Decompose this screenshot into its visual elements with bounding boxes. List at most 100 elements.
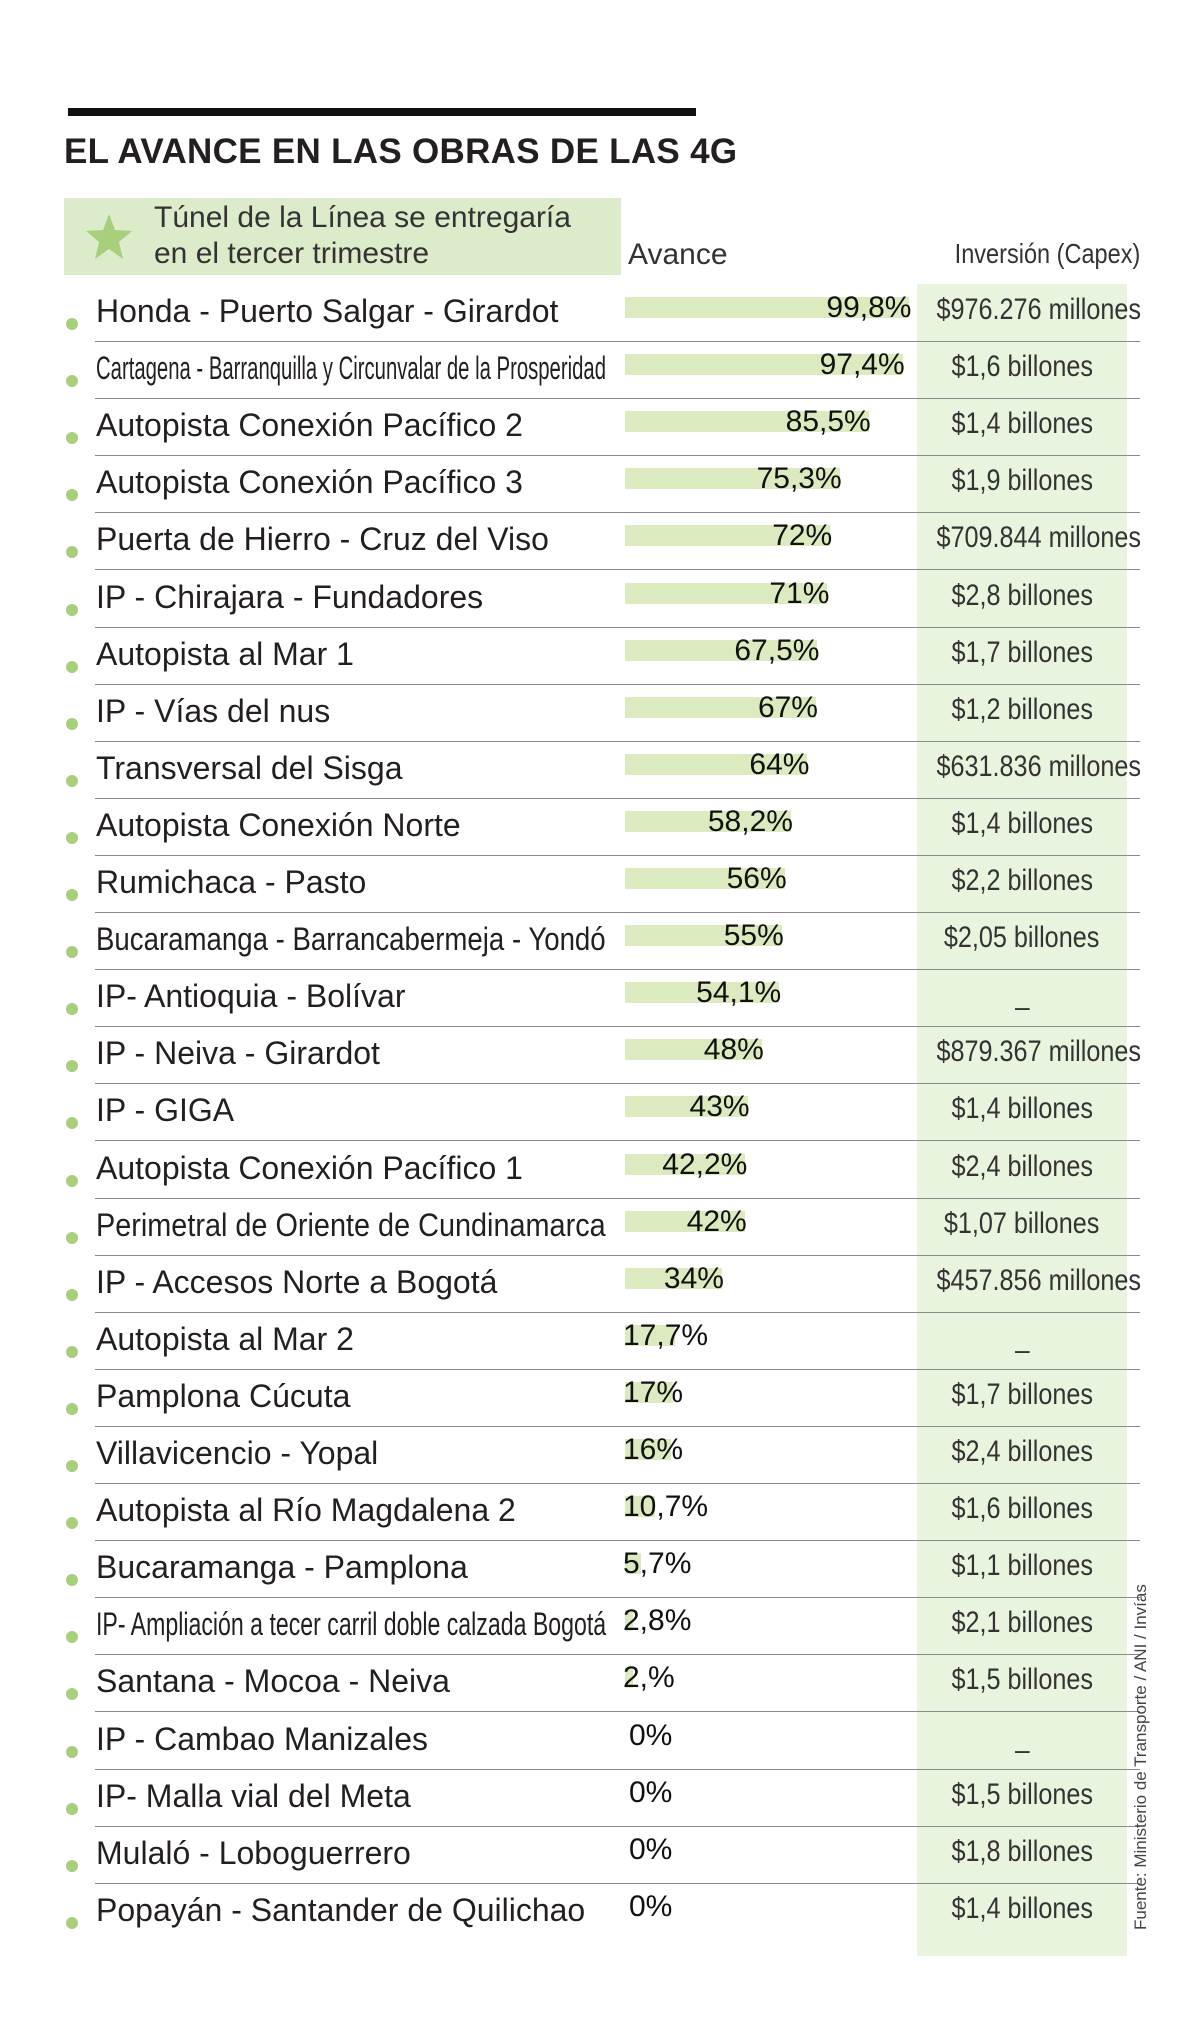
investment-value: $2,4 billones <box>917 1150 1127 1184</box>
bullet-icon <box>66 1802 78 1815</box>
progress-bar <box>625 1496 656 1518</box>
progress-value-label: 0% <box>629 1775 673 1809</box>
progress-value-label: 0% <box>629 1889 673 1923</box>
progress-bar <box>625 1553 642 1575</box>
row-divider <box>95 683 1140 685</box>
project-name: Rumichaca - Pasto <box>96 864 367 900</box>
investment-text: $1,9 billones <box>951 464 1093 498</box>
progress-value-label: 42,2% <box>662 1147 748 1181</box>
row-divider <box>95 1140 1140 1142</box>
project-name: IP - Neiva - Girardot <box>96 1035 380 1072</box>
investment-text: $1,4 billones <box>951 407 1093 441</box>
progress-bar <box>625 1039 762 1061</box>
investment-text: $1,4 billones <box>951 1891 1093 1925</box>
bullet-icon <box>66 1003 78 1016</box>
bullet-icon <box>66 1231 78 1244</box>
progress-value-label: 55% <box>723 919 784 953</box>
row-divider <box>95 1768 1140 1770</box>
investment-value: $1,5 billones <box>917 1663 1127 1697</box>
table-row: Autopista al Río Magdalena 2 10,7% $1,6 bi… <box>0 1484 1200 1542</box>
progress-bar <box>625 982 780 1004</box>
progress-value-label: 85,5% <box>785 405 871 439</box>
progress-value-label: 42% <box>686 1204 747 1238</box>
investment-text: $1,1 billones <box>951 1549 1093 1583</box>
progress-bar <box>625 354 903 376</box>
investment-value: _ <box>917 1721 1127 1755</box>
bullet-icon <box>66 1517 78 1530</box>
title-rule <box>68 108 696 116</box>
row-divider <box>95 1425 1140 1427</box>
row-divider <box>95 1026 1140 1028</box>
progress-bar <box>625 639 818 661</box>
bullet-icon <box>66 1174 78 1187</box>
table-row: IP- Antioquia - Bolívar 54,1% _ <box>0 970 1200 1028</box>
progress-value-label: 17% <box>623 1375 684 1409</box>
investment-value: $709.844 millones <box>917 521 1141 555</box>
progress-bar <box>625 1210 745 1232</box>
bullet-icon <box>66 946 78 959</box>
progress-bar <box>625 1439 671 1460</box>
investment-text: $1,6 billones <box>951 1492 1093 1526</box>
bullet-icon <box>66 1117 78 1130</box>
table-row: Honda - Puerto Salgar - Girardot 99,8% $97… <box>0 285 1200 342</box>
row-divider <box>95 455 1140 457</box>
table-row: Autopista Conexión Norte 58,2% $1,4 billon… <box>0 799 1200 856</box>
investment-value: $1,6 billones <box>917 1492 1127 1526</box>
investment-text: _ <box>1014 1720 1030 1754</box>
progress-value-label: 75,3% <box>756 462 842 496</box>
project-name: Autopista Conexión Norte <box>96 806 461 843</box>
investment-column-header: Inversión (Capex) <box>954 238 1141 269</box>
investment-value: $1,1 billones <box>917 1549 1127 1583</box>
investment-value: $2,2 billones <box>917 864 1127 898</box>
row-divider <box>95 912 1140 913</box>
investment-value: $1,4 billones <box>917 1092 1127 1126</box>
bullet-icon <box>66 489 78 502</box>
investment-text: $2,05 billones <box>944 921 1100 955</box>
project-name: IP - Cambao Manizales <box>96 1720 428 1757</box>
progress-value-label: 54,1% <box>696 976 782 1010</box>
table-row: Puerta de Hierro - Cruz del Viso 72% $709.… <box>0 513 1200 571</box>
progress-bar <box>625 1096 748 1118</box>
row-divider <box>95 1083 1140 1085</box>
project-name: Santana - Mocoa - Neiva <box>96 1663 450 1700</box>
investment-text: $2,2 billones <box>951 864 1093 897</box>
progress-value-label: 17,7% <box>623 1318 709 1352</box>
table-row: IP- Malla vial del Meta 0% $1,5 billones <box>0 1770 1200 1827</box>
table-row: IP - GIGA 43% $1,4 billones <box>0 1084 1200 1142</box>
project-name: IP - Vías del nus <box>96 692 331 729</box>
progress-value-label: 5,7% <box>623 1547 692 1581</box>
investment-text: $1,6 billones <box>951 350 1093 384</box>
investment-value: $879.367 millones <box>917 1035 1141 1069</box>
project-name: Autopista al Mar 1 <box>96 635 354 672</box>
table-row: IP - Neiva - Girardot 48% $879.367 millone… <box>0 1027 1200 1085</box>
progress-bar <box>625 525 831 547</box>
investment-value: $1,4 billones <box>917 1892 1127 1926</box>
investment-value: $1,8 billones <box>917 1835 1127 1869</box>
table-row: Autopista al Mar 2 17,7% _ <box>0 1313 1200 1370</box>
bullet-icon <box>66 1574 78 1587</box>
bullet-icon <box>66 375 78 388</box>
investment-text: $709.844 millones <box>936 521 1142 555</box>
table-row: IP - Cambao Manizales 0% _ <box>0 1713 1200 1770</box>
row-divider <box>95 398 1140 400</box>
investment-value: _ <box>917 1321 1127 1355</box>
table-row: Pamplona Cúcuta 17% $1,7 billones <box>0 1370 1200 1427</box>
bullet-icon <box>66 1345 78 1358</box>
bullet-icon <box>66 1402 78 1415</box>
progress-value-label: 2,% <box>623 1661 675 1695</box>
table-row: Perimetral de Oriente de Cundinamarca 42%… <box>0 1199 1200 1256</box>
project-name: Bucaramanga - Barrancabermeja - Yondó <box>96 921 606 958</box>
investment-text: $1,2 billones <box>951 692 1093 726</box>
row-divider <box>95 569 1140 571</box>
source-credit: Fuente: Ministerio de Transporte / ANI /… <box>1131 1584 1150 1930</box>
progress-value-label: 0% <box>629 1718 673 1752</box>
bullet-icon <box>66 603 78 616</box>
bullet-icon <box>66 546 78 559</box>
investment-value: $1,4 billones <box>917 407 1127 441</box>
progress-bar <box>625 1324 676 1346</box>
row-divider <box>95 1597 1140 1599</box>
progress-value-label: 10,7% <box>623 1490 709 1524</box>
investment-value: $1,7 billones <box>917 636 1127 670</box>
project-name: Pamplona Cúcuta <box>96 1377 351 1414</box>
